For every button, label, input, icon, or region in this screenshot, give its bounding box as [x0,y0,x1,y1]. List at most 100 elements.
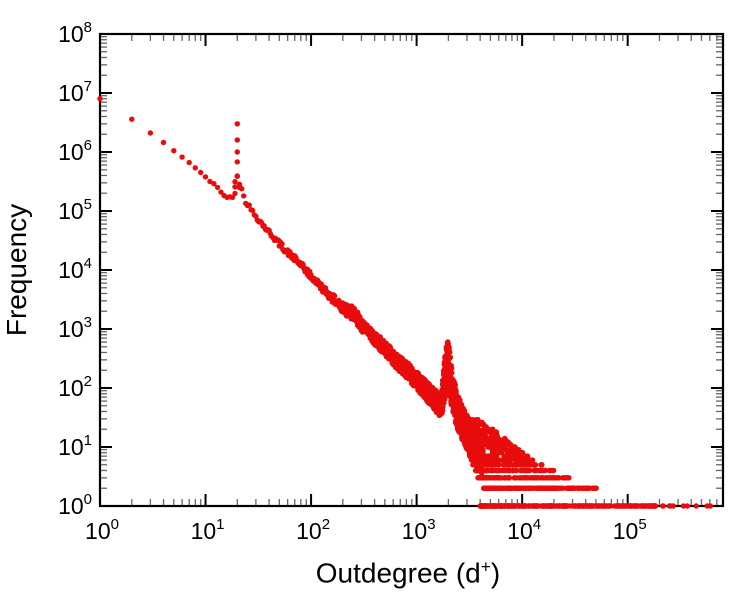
x-tick-label: 101 [191,516,225,544]
data-point [494,485,500,491]
x-tick-label: 105 [613,516,647,544]
y-axis-label: Frequency [1,204,33,336]
data-point [581,503,587,509]
data-point [448,365,455,371]
data-point [507,467,513,474]
data-point [540,485,546,491]
data-point [468,424,475,430]
data-point [592,485,598,491]
data-point [539,467,545,474]
data-point [452,382,458,388]
data-point [147,130,154,136]
scatter-points [97,96,713,509]
data-point [487,467,494,474]
x-axis-label: Outdegree (d+) [316,556,500,589]
data-point [475,417,481,423]
data-point [502,475,508,481]
data-point [250,207,256,214]
data-point [488,475,494,481]
data-point [502,435,508,442]
data-point [234,173,240,180]
y-tick-label: 101 [58,432,92,460]
x-axis-label-sup: + [480,556,491,577]
data-point [587,503,593,509]
data-point [207,178,213,185]
y-tick-label: 100 [58,491,92,519]
data-point [186,159,192,166]
data-point [477,467,484,474]
y-axis-label-text: Frequency [1,203,32,337]
data-point [704,503,710,509]
data-point [516,475,522,481]
data-point [684,503,690,509]
data-point [129,116,135,122]
data-point [680,503,687,509]
data-point [479,419,485,426]
data-point [449,370,455,376]
data-point [239,186,245,192]
x-tick-label: 100 [85,516,119,544]
data-point [232,190,238,197]
data-point [545,475,551,481]
y-tick-label: 108 [58,19,92,47]
y-tick-label: 106 [58,137,92,165]
data-point [234,137,240,143]
plot-frame [98,32,725,508]
data-point [484,462,491,468]
data-point [453,389,459,395]
data-point [547,485,554,491]
data-point [511,475,517,481]
x-tick-label: 104 [507,516,541,544]
data-point [596,503,602,509]
data-point [499,503,506,509]
data-point [536,485,542,491]
data-point [214,184,221,191]
data-point [634,503,640,509]
data-point [604,503,610,509]
data-point [229,194,236,201]
data-point [447,354,454,361]
data-point [211,181,217,187]
data-point [560,475,566,481]
data-point [521,462,528,468]
data-point [218,189,224,195]
data-point [529,503,536,509]
y-tick-label: 103 [58,314,92,342]
data-point [533,475,539,481]
data-point [558,503,565,509]
y-tick-label: 102 [58,373,92,401]
data-point [519,457,525,463]
data-point [490,426,496,432]
data-point [623,503,629,509]
data-point [500,467,507,474]
data-point [479,462,485,468]
data-point [482,485,488,491]
data-point [497,457,503,463]
data-point [279,241,285,247]
data-point [171,148,177,154]
data-point [501,485,507,491]
data-point [575,485,582,491]
x-axis-label-close: ) [490,557,501,589]
data-point [540,475,546,481]
data-point [512,444,518,450]
data-point [97,96,103,102]
data-point [522,475,528,481]
tick-labels: 100 101 102 103 104 105 100 101 102 103 104 105 106 1… [58,19,647,544]
data-point [668,503,674,509]
data-point [627,503,633,509]
data-point [232,184,238,190]
data-point [649,503,656,509]
data-point [567,485,573,491]
data-point [473,467,480,474]
data-point [550,467,557,474]
data-point [481,503,487,509]
data-point [198,169,204,176]
data-point [232,179,238,185]
data-point [160,139,167,146]
data-point [639,503,645,509]
data-point [241,193,247,199]
data-point [528,462,534,468]
data-point [477,475,484,481]
